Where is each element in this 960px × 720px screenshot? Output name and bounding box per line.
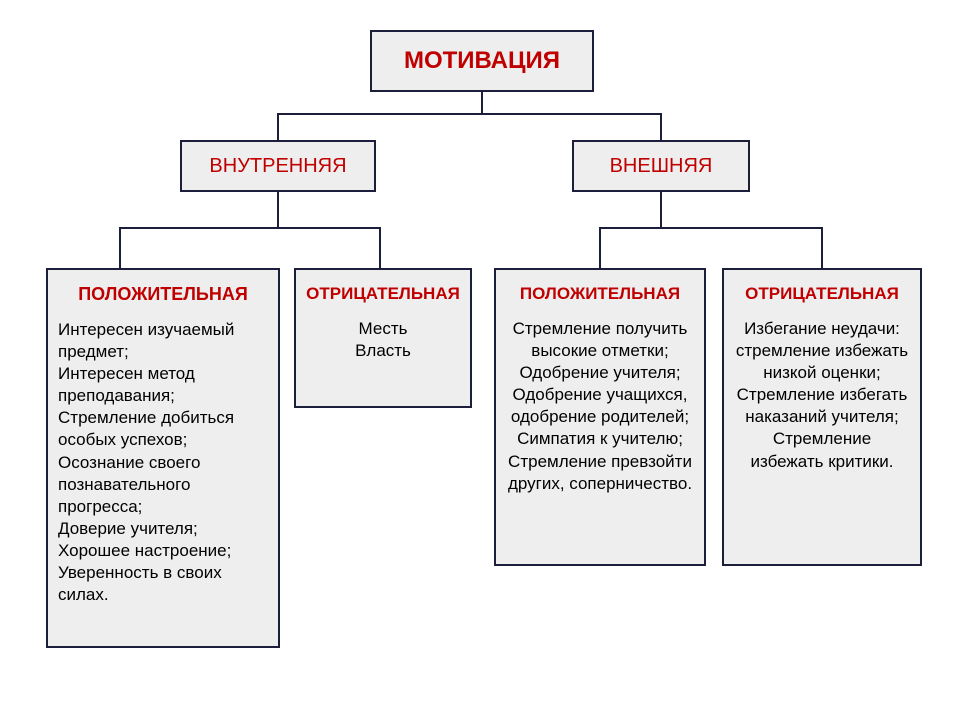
leaf-outer-negative: ОТРИЦАТЕЛЬНАЯ Избегание неудачи: стремле… [722,268,922,566]
node-inner-label: ВНУТРЕННЯЯ [209,155,346,178]
leaf-body: Месть Власть [306,318,460,362]
root-node: МОТИВАЦИЯ [370,30,594,92]
leaf-title: ОТРИЦАТЕЛЬНАЯ [734,284,910,304]
connector [661,192,822,268]
leaf-outer-positive: ПОЛОЖИТЕЛЬНАЯ Стремление получить высоки… [494,268,706,566]
connector [278,92,482,140]
leaf-title: ОТРИЦАТЕЛЬНАЯ [306,284,460,304]
leaf-inner-negative: ОТРИЦАТЕЛЬНАЯ Месть Власть [294,268,472,408]
root-label: МОТИВАЦИЯ [404,47,560,75]
leaf-body: Избегание неудачи: стремление избежать н… [734,318,910,473]
leaf-inner-positive: ПОЛОЖИТЕЛЬНАЯ Интересен изучаемый предме… [46,268,280,648]
connector [600,192,661,268]
leaf-title: ПОЛОЖИТЕЛЬНАЯ [506,284,694,304]
connector [120,192,278,268]
node-inner: ВНУТРЕННЯЯ [180,140,376,192]
connector [482,92,661,140]
leaf-body: Стремление получить высокие отметки; Одо… [506,318,694,495]
leaf-body: Интересен изучаемый предмет; Интересен м… [58,319,268,606]
node-outer: ВНЕШНЯЯ [572,140,750,192]
leaf-title: ПОЛОЖИТЕЛЬНАЯ [58,284,268,305]
node-outer-label: ВНЕШНЯЯ [610,155,713,178]
connector [278,192,380,268]
